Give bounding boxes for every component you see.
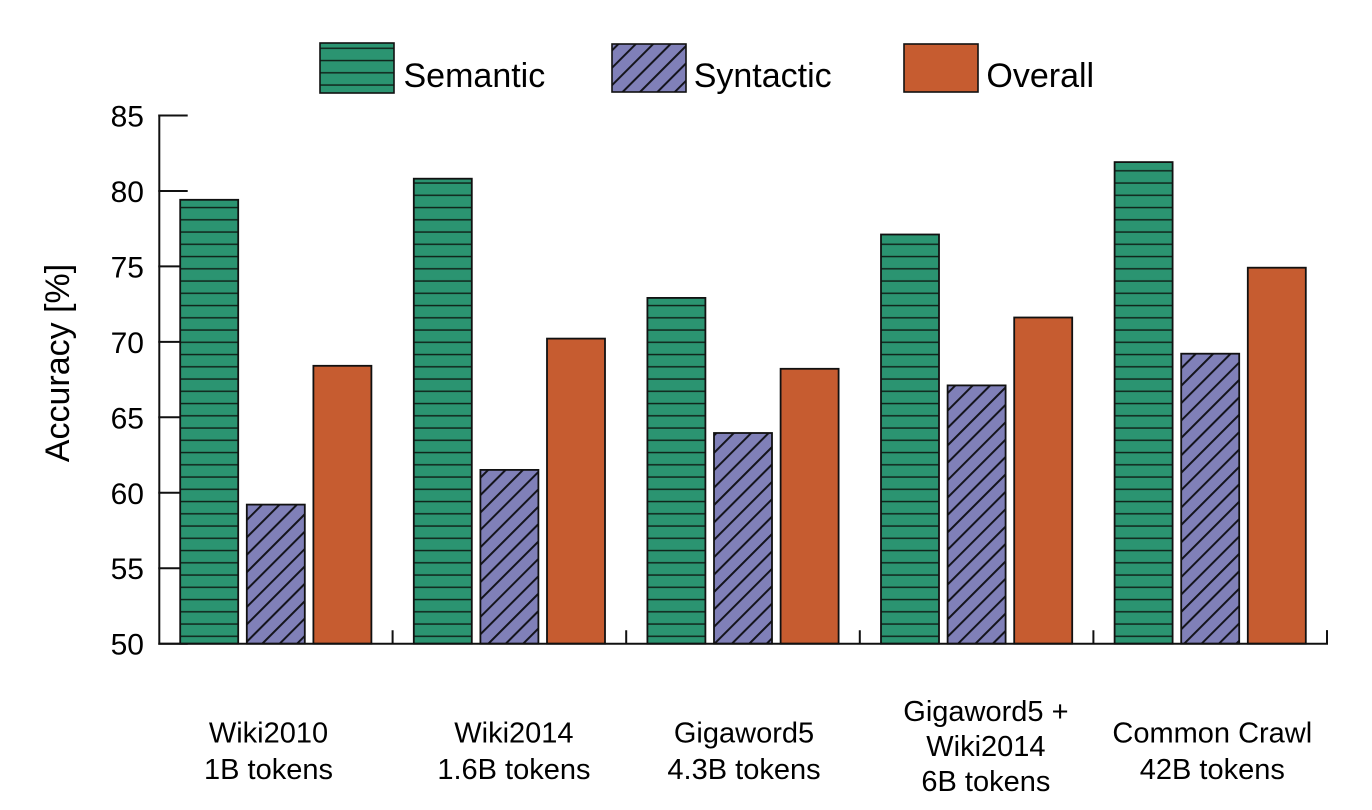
- svg-text:4.3B tokens: 4.3B tokens: [667, 754, 820, 786]
- svg-text:60: 60: [111, 478, 144, 511]
- svg-text:1.6B tokens: 1.6B tokens: [437, 754, 590, 786]
- svg-text:Overall: Overall: [986, 57, 1094, 95]
- svg-text:Wiki2010: Wiki2010: [209, 718, 328, 750]
- svg-text:80: 80: [111, 176, 144, 209]
- svg-text:42B tokens: 42B tokens: [1140, 754, 1285, 786]
- svg-text:55: 55: [111, 553, 144, 586]
- svg-text:Semantic: Semantic: [404, 57, 546, 95]
- svg-text:75: 75: [111, 251, 144, 284]
- svg-text:6B tokens: 6B tokens: [921, 766, 1050, 798]
- svg-text:50: 50: [111, 629, 144, 662]
- svg-text:Wiki2014: Wiki2014: [926, 731, 1045, 763]
- svg-text:1B tokens: 1B tokens: [204, 754, 333, 786]
- svg-text:85: 85: [111, 101, 144, 134]
- svg-text:70: 70: [111, 327, 144, 360]
- svg-text:Syntactic: Syntactic: [694, 57, 832, 95]
- svg-text:Gigaword5: Gigaword5: [674, 718, 814, 750]
- svg-text:Gigaword5 +: Gigaword5 +: [903, 696, 1068, 728]
- svg-text:65: 65: [111, 402, 144, 435]
- svg-text:Accuracy [%]: Accuracy [%]: [39, 264, 77, 462]
- svg-text:Common Crawl: Common Crawl: [1112, 718, 1312, 750]
- svg-text:Wiki2014: Wiki2014: [454, 718, 573, 750]
